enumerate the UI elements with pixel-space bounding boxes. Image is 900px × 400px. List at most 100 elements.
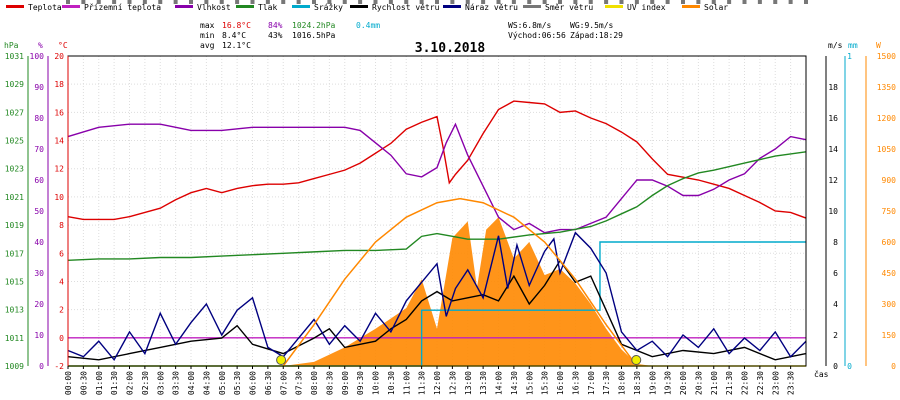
sun-marker-sunset xyxy=(631,355,642,365)
wind-direction-point xyxy=(681,0,685,4)
tick-label-dir-name: E xyxy=(813,0,818,2)
tick-label-time: 00:30 xyxy=(79,371,88,395)
wind-direction-point xyxy=(388,0,393,4)
tick-label-temp: 6 xyxy=(59,249,64,258)
series-vlhkost xyxy=(67,122,807,234)
tick-label-temp: 14 xyxy=(54,137,64,146)
wind-direction-point xyxy=(265,0,270,4)
wind-direction-point xyxy=(511,0,516,4)
tick-label-temp: 2 xyxy=(59,306,64,315)
stat-avg-temp: 12.1°C xyxy=(222,41,251,50)
tick-label-time: 10:00 xyxy=(372,371,381,395)
tick-label-time: 09:00 xyxy=(341,371,350,395)
tick-label-time: 23:00 xyxy=(771,371,780,395)
wind-direction-point xyxy=(419,0,424,4)
tick-label-dir-name: S xyxy=(813,0,818,2)
tick-label-dir: 270 xyxy=(808,0,823,2)
wind-direction-point xyxy=(588,0,593,4)
tick-label-time: 17:00 xyxy=(587,371,596,395)
series-solar-max xyxy=(282,197,638,367)
wind-direction-point xyxy=(604,0,609,4)
tick-label-time: 11:30 xyxy=(418,371,427,395)
tick-label-time: 12:30 xyxy=(448,371,457,395)
legend-swatch xyxy=(682,5,700,8)
unit-solar: W xyxy=(876,41,881,50)
stat-sunrise: Východ:06:56 xyxy=(508,31,566,40)
stat-max-label: max xyxy=(200,21,215,30)
tick-label-hum: 30 xyxy=(34,269,44,278)
tick-label-temp: 12 xyxy=(54,165,64,174)
plot-area xyxy=(66,0,808,367)
tick-label-time: 00:00 xyxy=(64,371,73,395)
tick-label-dir-name: N xyxy=(813,0,818,2)
tick-label-time: 20:00 xyxy=(679,371,688,395)
wind-direction-point xyxy=(219,0,224,4)
wind-direction-point xyxy=(342,0,347,4)
tick-label-solar: 1500 xyxy=(877,52,896,61)
wind-direction-point xyxy=(465,0,470,4)
unit-temp: °C xyxy=(58,41,68,50)
legend-swatch xyxy=(236,5,254,8)
tick-label-time: 13:30 xyxy=(479,371,488,395)
tick-label-wind: 10 xyxy=(828,207,838,216)
wind-direction-point xyxy=(650,0,655,4)
tick-label-temp: -2 xyxy=(54,362,64,371)
tick-label-press: 1029 xyxy=(5,80,24,89)
stat-max-temp: 16.8°C xyxy=(222,21,251,30)
tick-label-time: 05:30 xyxy=(233,371,242,395)
stat-min-temp: 8.4°C xyxy=(222,31,246,40)
tick-label-press: 1023 xyxy=(5,165,24,174)
series-solar-area xyxy=(283,217,653,366)
tick-label-time: 06:30 xyxy=(264,371,273,395)
series-teplota xyxy=(67,100,807,221)
wind-direction-point xyxy=(173,0,178,4)
tick-label-solar: 150 xyxy=(882,331,897,340)
wind-direction-point xyxy=(112,0,117,4)
tick-label-time: 21:30 xyxy=(725,371,734,395)
stat-max-rain: 0.4mm xyxy=(356,21,380,30)
wind-direction-point xyxy=(711,0,716,4)
tick-label-press: 1031 xyxy=(5,52,24,61)
tick-label-dir: 45 xyxy=(812,0,822,2)
tick-label-solar: 900 xyxy=(882,176,897,185)
wind-direction-point xyxy=(235,0,240,4)
stat-sunset: Západ:18:29 xyxy=(570,31,623,40)
tick-label-press: 1009 xyxy=(5,362,24,371)
tick-label-time: 16:00 xyxy=(556,371,565,395)
stats-header: max 16.8°C 84% 1024.2hPa 0.4mm min 8.4°C… xyxy=(200,21,623,56)
tick-label-time: 19:30 xyxy=(664,371,673,395)
tick-label-time: 08:30 xyxy=(325,371,334,395)
wind-direction-point xyxy=(757,0,762,4)
tick-label-dir: 225 xyxy=(808,0,823,2)
legend-swatch xyxy=(443,5,461,8)
tick-label-solar: 600 xyxy=(882,238,897,247)
tick-label-dir: 90 xyxy=(812,0,822,2)
unit-wind: m/s xyxy=(828,41,843,50)
tick-label-dir-name: SE xyxy=(808,0,818,2)
wind-direction-point xyxy=(481,0,486,4)
stat-max-press: 1024.2hPa xyxy=(292,21,336,30)
tick-label-time: 01:00 xyxy=(95,371,104,395)
tick-label-wind: 0 xyxy=(833,362,838,371)
tick-label-dir: 360 xyxy=(808,0,823,2)
plot-frame xyxy=(67,55,807,367)
wind-direction-point xyxy=(788,0,793,4)
tick-label-hum: 100 xyxy=(30,52,45,61)
tick-label-time: 20:30 xyxy=(694,371,703,395)
tick-label-press: 1015 xyxy=(5,277,24,286)
wind-direction-point xyxy=(250,0,255,4)
tick-label-time: 09:30 xyxy=(356,371,365,395)
legend-label: Solar xyxy=(704,3,728,12)
tick-label-time: 02:00 xyxy=(126,371,135,395)
tick-label-hum: 90 xyxy=(34,83,44,92)
wind-direction-point xyxy=(634,0,639,4)
wind-direction-point xyxy=(96,0,101,4)
tick-label-time: 16:30 xyxy=(571,371,580,395)
legend-label: Tlak xyxy=(258,3,277,12)
tick-label-wind: 2 xyxy=(833,331,838,340)
tick-label-dir: 135 xyxy=(808,0,823,2)
tick-label-dir-name: NW xyxy=(808,0,818,2)
wind-direction-point xyxy=(189,0,193,4)
tick-label-wind: 14 xyxy=(828,145,838,154)
tick-label-temp: 20 xyxy=(54,52,64,61)
